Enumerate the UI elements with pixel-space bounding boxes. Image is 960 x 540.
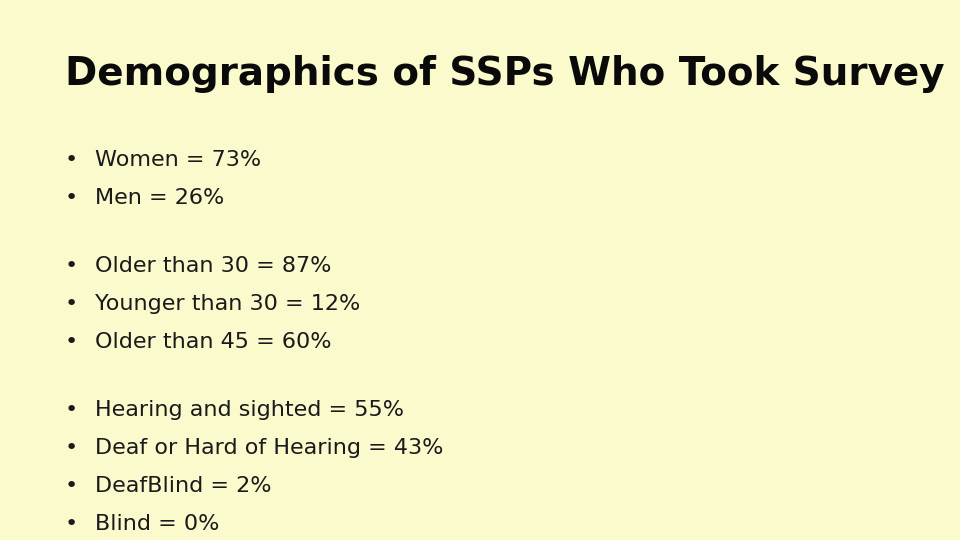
Text: Older than 30 = 87%: Older than 30 = 87% [95,256,331,276]
Text: Women = 73%: Women = 73% [95,150,261,170]
Text: •: • [65,188,79,208]
Text: •: • [65,514,79,534]
Text: Older than 45 = 60%: Older than 45 = 60% [95,332,331,352]
Text: Hearing and sighted = 55%: Hearing and sighted = 55% [95,400,404,420]
Text: DeafBlind = 2%: DeafBlind = 2% [95,476,272,496]
Text: •: • [65,332,79,352]
Text: •: • [65,294,79,314]
Text: Demographics of SSPs Who Took Survey: Demographics of SSPs Who Took Survey [65,55,945,93]
Text: •: • [65,150,79,170]
Text: •: • [65,476,79,496]
Text: Blind = 0%: Blind = 0% [95,514,220,534]
Text: •: • [65,256,79,276]
Text: Men = 26%: Men = 26% [95,188,225,208]
Text: •: • [65,400,79,420]
Text: •: • [65,438,79,458]
Text: Deaf or Hard of Hearing = 43%: Deaf or Hard of Hearing = 43% [95,438,444,458]
Text: Younger than 30 = 12%: Younger than 30 = 12% [95,294,360,314]
